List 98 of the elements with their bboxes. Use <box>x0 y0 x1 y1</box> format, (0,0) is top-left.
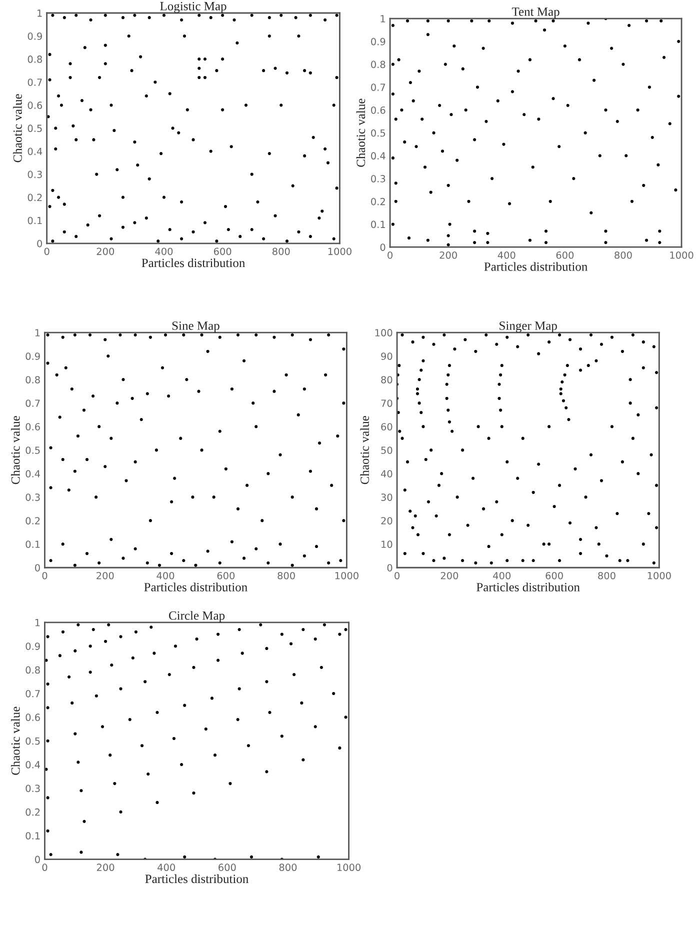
y-tick-label: 0.4 <box>28 148 42 156</box>
y-axis-title: Chaotic value <box>10 416 20 484</box>
y-tick-label: 0 <box>387 564 392 572</box>
y-tick-label: 0.4 <box>26 470 40 478</box>
x-tick-label: 400 <box>158 864 175 872</box>
x-tick-label: 1000 <box>648 572 671 580</box>
y-tick-label: 0.5 <box>28 124 42 132</box>
y-tick-label: 0 <box>35 564 40 572</box>
y-tick-label: 1 <box>35 329 40 336</box>
y-tick-label: 1 <box>380 15 385 22</box>
y-tick-label: 80 <box>381 376 392 384</box>
x-axis-title: Particles distribution <box>476 582 580 592</box>
x-tick-label: 800 <box>614 251 632 259</box>
chart-title: Logistic Map <box>160 2 226 13</box>
y-axis-title: Chaotic value <box>360 416 369 484</box>
x-axis-title: Particles distribution <box>484 262 588 271</box>
y-tick-label: 0.8 <box>371 60 386 68</box>
y-tick-label: 10 <box>382 540 392 548</box>
x-tick-label: 600 <box>546 572 563 580</box>
x-tick-label: 0 <box>44 248 50 256</box>
x-tick-label: 600 <box>218 864 236 872</box>
y-tick-label: 0.1 <box>28 216 42 224</box>
x-tick-label: 200 <box>96 864 114 872</box>
y-tick-label: 0.2 <box>26 808 40 816</box>
y-tick-label: 0.5 <box>26 737 40 745</box>
y-tick-label: 40 <box>380 470 392 478</box>
x-tick-label: 0 <box>42 572 48 580</box>
y-tick-label: 0.4 <box>26 761 40 768</box>
x-tick-label: 400 <box>156 572 174 580</box>
y-tick-label: 0.7 <box>26 400 40 407</box>
x-tick-label: 200 <box>440 251 457 259</box>
x-tick-label: 800 <box>278 572 295 580</box>
x-tick-label: 600 <box>217 572 235 580</box>
x-tick-label: 0 <box>394 572 400 580</box>
x-tick-label: 1000 <box>328 248 352 256</box>
x-axis-title: Particles distribution <box>145 874 248 884</box>
y-tick-label: 50 <box>381 446 392 454</box>
x-tick-label: 400 <box>155 248 173 256</box>
y-tick-label: 0.5 <box>371 129 386 137</box>
x-tick-label: 600 <box>214 248 232 256</box>
y-axis-title: Chaotic value <box>10 706 20 775</box>
y-axis-title: Chaotic value <box>356 98 366 167</box>
y-tick-label: 0.1 <box>26 832 40 840</box>
y-tick-label: 0.4 <box>371 152 386 160</box>
y-tick-label: 0.6 <box>26 714 40 722</box>
y-tick-label: 0.6 <box>371 106 386 114</box>
y-tick-label: 0.9 <box>28 32 42 40</box>
x-tick-label: 1000 <box>337 864 361 872</box>
x-tick-label: 400 <box>498 251 516 259</box>
y-tick-label: 90 <box>381 352 392 360</box>
y-tick-label: 0.2 <box>371 198 385 206</box>
y-tick-label: 0 <box>35 856 40 864</box>
x-tick-label: 800 <box>279 864 297 872</box>
y-tick-label: 0 <box>37 240 42 248</box>
y-tick-label: 60 <box>381 423 392 430</box>
y-tick-label: 20 <box>381 517 392 524</box>
x-tick-label: 400 <box>493 572 511 580</box>
x-tick-label: 1000 <box>335 572 358 580</box>
y-tick-label: 0.8 <box>26 376 40 384</box>
y-tick-label: 1 <box>35 619 40 626</box>
y-tick-label: 0.2 <box>28 194 42 202</box>
y-tick-label: 1 <box>38 10 42 17</box>
y-tick-label: 0.7 <box>26 690 40 698</box>
y-tick-label: 0.6 <box>26 423 40 430</box>
x-tick-label: 800 <box>272 248 290 256</box>
x-tick-label: 1000 <box>670 251 694 259</box>
y-tick-label: 70 <box>381 400 392 407</box>
y-tick-label: 0.9 <box>26 352 40 360</box>
y-tick-label: 0.7 <box>28 78 42 86</box>
chart-title: Circle Map <box>168 610 225 622</box>
y-axis-title: Chaotic value <box>13 94 22 162</box>
x-axis-title: Particles distribution <box>142 258 245 268</box>
y-tick-label: 0.9 <box>26 642 40 650</box>
chart-title: Sine Map <box>172 322 220 332</box>
chart-title: Tent Map <box>512 8 560 18</box>
y-tick-label: 100 <box>375 329 392 336</box>
y-tick-label: 30 <box>381 494 392 501</box>
x-axis-title: Particles distribution <box>144 582 248 592</box>
x-tick-label: 200 <box>96 572 114 580</box>
y-tick-label: 0.3 <box>26 494 40 501</box>
x-tick-label: 200 <box>440 572 458 580</box>
chart-title: Singer Map <box>500 322 557 332</box>
y-tick-label: 0.5 <box>26 446 40 454</box>
y-tick-label: 0.6 <box>28 102 42 109</box>
x-tick-label: 200 <box>96 248 114 256</box>
y-tick-label: 0.3 <box>28 170 42 178</box>
x-tick-label: 600 <box>556 251 574 259</box>
y-tick-label: 0.2 <box>26 517 40 524</box>
y-tick-label: 0.3 <box>371 175 386 182</box>
x-tick-label: 800 <box>598 572 616 580</box>
y-tick-label: 0.8 <box>28 56 42 63</box>
y-tick-label: 0.7 <box>371 84 386 91</box>
y-tick-label: 0.3 <box>26 784 40 792</box>
y-tick-label: 0.9 <box>371 38 386 46</box>
y-tick-label: 0.8 <box>26 666 40 674</box>
y-tick-label: 0.1 <box>26 540 40 548</box>
x-tick-label: 0 <box>42 864 48 872</box>
y-tick-label: 0.1 <box>371 220 385 228</box>
